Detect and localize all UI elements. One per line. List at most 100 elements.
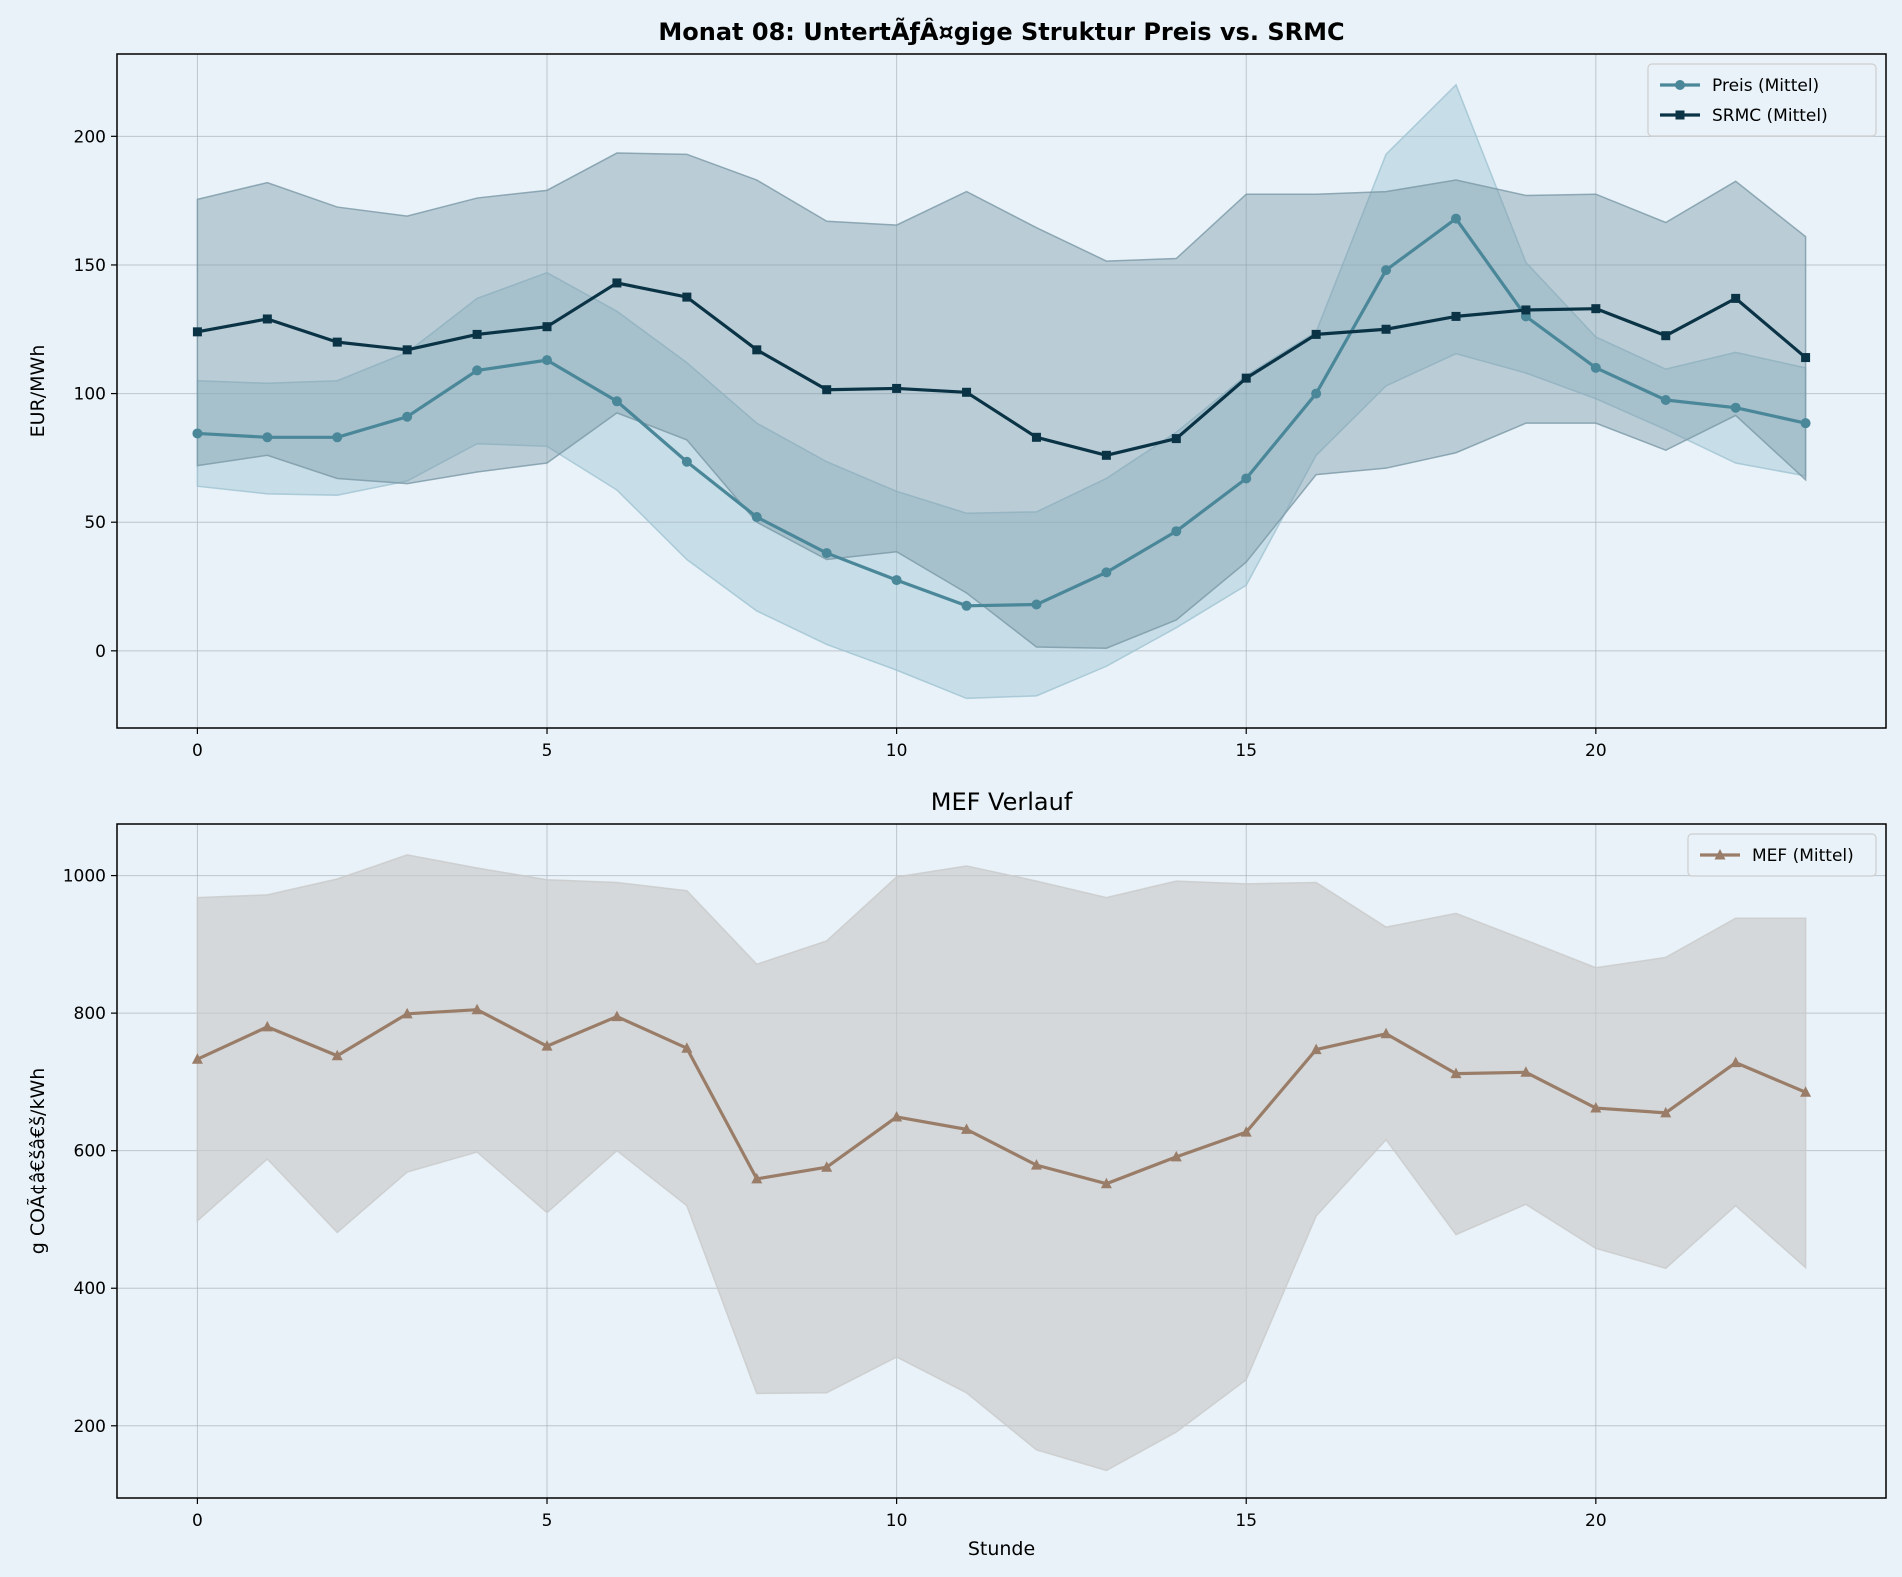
data-point-mef [681, 1042, 693, 1053]
band-srmc [196, 152, 1807, 650]
data-point-preis [821, 548, 832, 559]
data-point-preis [542, 355, 553, 366]
x-tick-label: 10 [886, 1511, 908, 1531]
price-srmc-chart: Monat 08: UntertÃƒÂ¤gige Struktur Preis … [27, 17, 1887, 761]
x-tick-label: 10 [886, 741, 908, 761]
grid-price-srmc [117, 54, 1886, 728]
data-point-srmc [1031, 432, 1041, 442]
data-point-preis [1031, 599, 1042, 610]
data-point-mef [1660, 1106, 1672, 1118]
data-point-preis [1660, 395, 1671, 406]
data-point-preis [472, 365, 483, 376]
data-point-srmc [612, 278, 622, 288]
data-point-mef [1450, 1067, 1462, 1079]
legend-label-srmc: SRMC (Mittel) [1712, 106, 1828, 126]
data-point-preis [1241, 473, 1252, 484]
x-tick-label: 0 [192, 741, 203, 761]
x-axis-label-mef: Stunde [968, 1538, 1035, 1560]
x-tick-label: 20 [1585, 741, 1607, 761]
data-point-srmc [402, 345, 412, 355]
data-point-mef [261, 1020, 273, 1032]
y-tick-label: 200 [74, 1417, 106, 1437]
data-point-preis [402, 411, 413, 422]
data-point-preis [1101, 567, 1112, 578]
band-mef [196, 854, 1807, 1472]
data-point-mef [611, 1010, 623, 1022]
data-point-mef [331, 1049, 343, 1061]
data-point-mef [1380, 1027, 1392, 1039]
legend-mef: MEF (Mittel) [1687, 833, 1877, 877]
data-point-srmc [822, 385, 832, 395]
data-point-srmc [1381, 324, 1391, 334]
plot-area [117, 54, 1886, 728]
series-line-preis [197, 217, 1806, 608]
data-point-preis [611, 396, 622, 407]
legend-marker-srmc [1675, 110, 1685, 120]
ticks-mef: 0 5 10 15 20 200 400 600 800 1000 [63, 867, 1607, 1531]
legend-box-mef [1687, 833, 1877, 877]
y-tick-label: 400 [74, 1279, 106, 1299]
data-point-srmc [962, 387, 972, 397]
data-point-mef [1590, 1102, 1602, 1113]
y-tick-label: 1000 [63, 867, 106, 887]
y-tick-label: 100 [74, 385, 106, 405]
data-point-mef [541, 1040, 553, 1051]
legend-price-srmc: Preis (Mittel) SRMC (Mittel) [1647, 63, 1877, 137]
data-point-mef [1310, 1043, 1322, 1055]
data-point-srmc [1451, 311, 1461, 321]
data-point-preis [332, 432, 343, 443]
x-tick-label: 15 [1235, 741, 1257, 761]
data-point-srmc [1311, 329, 1321, 339]
chart-title-mef: MEF Verlauf [931, 788, 1073, 816]
plot-frame-mef [116, 823, 1887, 1499]
legend-box-price-srmc [1647, 63, 1877, 137]
data-point-mef [1800, 1086, 1812, 1097]
data-point-srmc [1171, 434, 1181, 444]
data-point-srmc [332, 337, 342, 347]
series-line-srmc [197, 281, 1807, 457]
bands-mef [196, 854, 1807, 1472]
data-point-srmc [542, 322, 552, 332]
data-point-mef [1100, 1177, 1112, 1189]
x-tick-label: 5 [542, 1511, 553, 1531]
data-point-mef [1520, 1066, 1532, 1077]
lines-price-srmc [192, 213, 1811, 611]
data-point-mef [1170, 1150, 1182, 1162]
data-point-srmc [682, 292, 692, 302]
series-line-mef [196, 1008, 1807, 1186]
data-point-srmc [1731, 293, 1741, 303]
bands-price-srmc [196, 83, 1807, 700]
data-point-srmc [472, 329, 482, 339]
legend-entry-srmc: SRMC (Mittel) [1660, 106, 1828, 126]
data-point-preis [1381, 265, 1392, 276]
data-point-preis [1730, 402, 1741, 413]
y-axis-label-mef: g COÃ¢â€šâ€š/kWh [26, 1068, 49, 1255]
legend-entry-mef: MEF (Mittel) [1700, 846, 1854, 866]
x-tick-label: 5 [542, 741, 553, 761]
data-point-preis [681, 456, 692, 467]
data-point-preis [1450, 213, 1461, 224]
plot-frame-price-srmc [116, 53, 1887, 729]
data-point-srmc [262, 314, 272, 324]
data-point-mef [471, 1003, 483, 1015]
mef-chart: MEF Verlauf g COÃ¢â€šâ€š/kWh Stunde 0 5 10… [26, 788, 1887, 1560]
data-point-preis [751, 512, 762, 523]
data-point-preis [1171, 526, 1182, 537]
data-point-srmc [1591, 304, 1601, 314]
data-point-mef [1730, 1056, 1742, 1068]
data-point-preis [891, 575, 902, 586]
data-point-mef [891, 1110, 903, 1122]
data-point-mef [401, 1007, 413, 1019]
data-point-mef [751, 1172, 763, 1184]
data-point-preis [1800, 418, 1811, 429]
x-tick-label: 15 [1235, 1511, 1257, 1531]
x-tick-label: 20 [1585, 1511, 1607, 1531]
y-tick-label: 200 [74, 127, 106, 147]
chart-title-price-srmc: Monat 08: UntertÃƒÂ¤gige Struktur Preis … [658, 17, 1344, 46]
legend-marker-preis [1675, 80, 1685, 90]
y-tick-label: 600 [74, 1142, 106, 1162]
y-tick-label: 800 [74, 1004, 106, 1024]
data-point-preis [1311, 388, 1322, 399]
